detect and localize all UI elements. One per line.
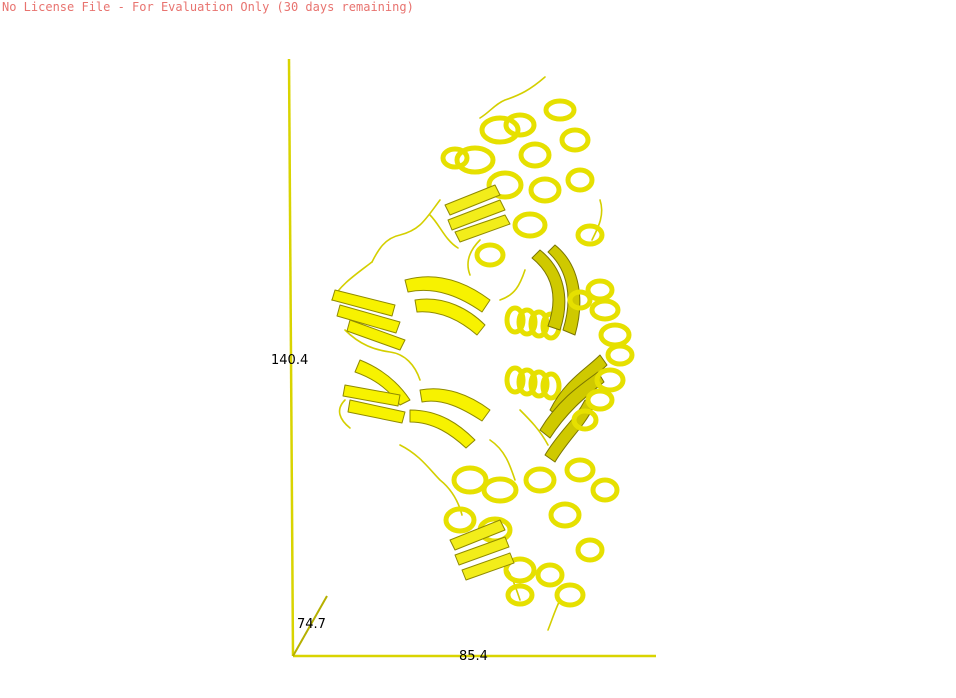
y-axis-line [287, 58, 295, 657]
sheet-bottom [449, 519, 515, 581]
helix-cluster-bottom [443, 457, 620, 608]
helix-cluster-top [440, 98, 605, 268]
x-axis-label: 85.4 [459, 649, 488, 664]
helix-cluster-center [504, 305, 562, 401]
z-axis-line [292, 595, 328, 657]
protein-ribbon-structure[interactable] [331, 76, 635, 631]
license-banner: No License File - For Evaluation Only (3… [2, 0, 414, 14]
y-axis-label: 140.4 [271, 353, 309, 368]
sheet-left [331, 276, 491, 449]
z-axis-label: 74.7 [297, 617, 326, 632]
bounding-box-axes [287, 58, 656, 658]
coil-segments [331, 76, 603, 631]
sheet-top [444, 184, 511, 243]
sheet-right [531, 244, 608, 463]
helix-cluster-right [567, 278, 635, 432]
